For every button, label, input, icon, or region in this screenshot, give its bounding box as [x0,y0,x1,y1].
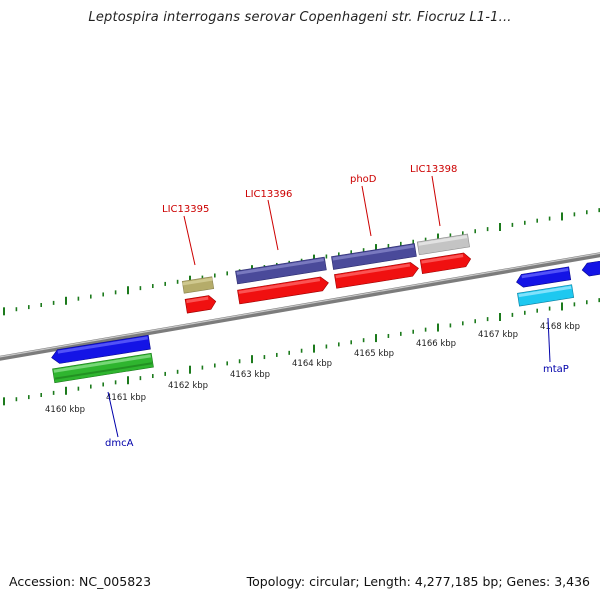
scale-label-4168: 4168 kbp [540,322,580,332]
gene-lic13395[interactable] [181,276,215,294]
dna-backbone [0,252,600,361]
gene-lic13396[interactable] [235,256,327,285]
leader-mtap [547,317,551,363]
scale-label-4166: 4166 kbp [416,339,456,349]
gene-lic13398[interactable] [416,233,470,256]
gene-phod[interactable] [331,243,417,270]
gene-dmca[interactable] [51,334,151,364]
gene-lic13396-cds[interactable] [237,276,329,305]
label-lic13398[interactable]: LIC13398 [410,164,457,175]
label-lic13395[interactable]: LIC13395 [162,204,209,215]
leader-dmca [107,391,119,438]
scale-label-4167: 4167 kbp [478,330,518,340]
genome-title: Leptospira interrogans serovar Copenhage… [88,10,512,25]
gene-lic13395-cds[interactable] [184,295,217,314]
leader-lic13398 [431,175,441,227]
label-dmca[interactable]: dmcA [105,438,134,449]
gene-phod-cds[interactable] [334,261,419,289]
leader-phod [361,185,372,237]
label-mtap[interactable]: mtaP [543,364,569,375]
dna-backbone-highlight [0,252,600,358]
accession-text: Accession: NC_005823 [9,574,152,589]
topology-text: Topology: circular; Length: 4,277,185 bp… [246,574,590,589]
scale-label-4161: 4161 kbp [106,393,146,403]
label-phod[interactable]: phoD [350,174,377,185]
gene-dmca-cds[interactable] [52,352,154,384]
scale-label-4162: 4162 kbp [168,381,208,391]
scale-label-4163: 4163 kbp [230,370,270,380]
scale-label-4164: 4164 kbp [292,359,332,369]
gene-mtap-cds[interactable] [517,284,575,307]
label-leaders [107,175,551,438]
scale-label-4165: 4165 kbp [354,349,394,359]
gene-lic13398-cds[interactable] [419,252,472,275]
leader-lic13395 [183,215,196,266]
leader-lic13396 [267,199,279,251]
gene-offscreen-right[interactable] [581,259,600,277]
gene-mtap[interactable] [515,266,572,288]
lower-scale-ticks [3,298,600,406]
label-lic13396[interactable]: LIC13396 [245,189,292,200]
scale-labels: 4160 kbp 4161 kbp 4162 kbp 4163 kbp 4164… [45,322,580,415]
scale-label-4160: 4160 kbp [45,405,85,415]
